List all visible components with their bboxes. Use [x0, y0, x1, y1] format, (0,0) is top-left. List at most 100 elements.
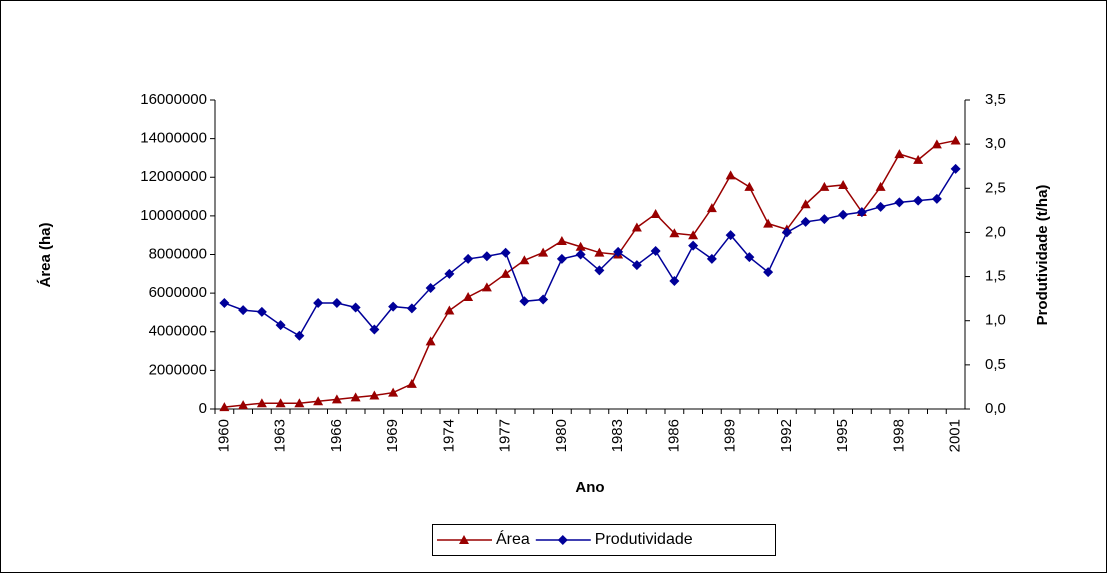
data-point: [800, 216, 811, 227]
data-point: [931, 139, 942, 149]
y2-tick-label: 2,0: [985, 223, 1006, 240]
data-point: [369, 324, 380, 335]
x-tick-label: 1992: [778, 419, 795, 452]
data-point: [725, 170, 736, 180]
data-point: [444, 305, 455, 315]
data-point: [538, 247, 549, 257]
data-point: [275, 398, 286, 408]
data-point: [238, 305, 249, 316]
data-point: [706, 203, 717, 213]
y-tick-label: 6000000: [149, 284, 207, 301]
legend-marker: [459, 535, 469, 544]
data-point: [950, 163, 961, 174]
y2-tick-label: 1,0: [985, 312, 1006, 329]
legend-label: Área: [496, 529, 530, 548]
data-point: [313, 298, 324, 309]
data-point: [406, 378, 417, 388]
data-point: [800, 199, 811, 209]
data-point: [481, 282, 492, 292]
y-tick-label: 2000000: [149, 361, 207, 378]
data-point: [819, 181, 830, 191]
data-point: [650, 208, 661, 218]
data-point: [744, 181, 755, 191]
data-point: [838, 209, 849, 220]
x-tick-label: 1989: [722, 419, 739, 452]
legend-label: Produtividade: [595, 531, 693, 548]
y-tick-label: 14000000: [140, 130, 207, 147]
data-point: [631, 260, 642, 271]
data-point: [669, 228, 680, 238]
data-point: [556, 235, 567, 245]
data-point: [444, 268, 455, 279]
y2-tick-label: 0,5: [985, 356, 1006, 373]
x-tick-label: 1980: [553, 419, 570, 452]
x-tick-label: 1974: [440, 419, 457, 452]
data-point: [594, 265, 605, 276]
data-point: [519, 255, 530, 265]
data-point: [275, 320, 286, 331]
x-tick-label: 1977: [497, 419, 514, 452]
data-point: [650, 245, 661, 256]
data-point: [350, 302, 361, 313]
data-point: [388, 301, 399, 312]
x-tick-label: 1960: [215, 419, 232, 452]
data-point: [838, 179, 849, 189]
data-point: [219, 298, 230, 309]
data-point: [313, 396, 324, 406]
data-point: [706, 253, 717, 264]
data-point: [425, 336, 436, 346]
data-point: [350, 392, 361, 402]
x-tick-label: 1969: [384, 419, 401, 452]
legend-marker: [557, 535, 568, 545]
data-point: [463, 291, 474, 301]
series-line: [224, 168, 957, 337]
x-axis-title: Ano: [575, 479, 604, 496]
data-point: [594, 247, 605, 257]
y-tick-label: 16000000: [140, 91, 207, 108]
data-point: [331, 298, 342, 309]
data-point: [950, 135, 961, 145]
data-point: [931, 193, 942, 204]
y2-axis-title: Produtividade (t/ha): [1034, 185, 1051, 326]
data-point: [369, 390, 380, 400]
y2-tick-label: 1,5: [985, 268, 1006, 285]
data-point: [913, 154, 924, 164]
y2-tick-label: 0,0: [985, 400, 1006, 417]
data-point: [763, 218, 774, 228]
data-point: [519, 296, 530, 307]
data-point: [238, 400, 249, 410]
data-point: [556, 253, 567, 264]
x-tick-label: 2001: [947, 419, 964, 452]
data-point: [669, 275, 680, 286]
x-tick-label: 1998: [890, 419, 907, 452]
data-point: [406, 303, 417, 314]
data-point: [331, 394, 342, 404]
data-point: [388, 387, 399, 397]
y-tick-label: 0: [199, 400, 207, 417]
y2-tick-label: 3,5: [985, 91, 1006, 108]
data-point: [294, 398, 305, 408]
x-tick-label: 1963: [272, 419, 289, 452]
y-axis-title: Área (ha): [37, 222, 54, 287]
series-line: [224, 139, 956, 408]
data-point: [538, 294, 549, 305]
data-point: [894, 149, 905, 159]
data-point: [781, 227, 792, 238]
x-tick-label: 1986: [665, 419, 682, 452]
y-tick-label: 4000000: [149, 323, 207, 340]
y2-tick-label: 2,5: [985, 179, 1006, 196]
x-tick-label: 1983: [609, 419, 626, 452]
data-point: [875, 181, 886, 191]
data-point: [688, 230, 699, 240]
x-tick-label: 1995: [834, 419, 851, 452]
y-tick-label: 8000000: [149, 245, 207, 262]
data-point: [613, 246, 624, 257]
data-point: [500, 268, 511, 278]
data-point: [631, 222, 642, 232]
data-point: [425, 283, 436, 294]
y-tick-label: 10000000: [140, 207, 207, 224]
data-point: [744, 252, 755, 263]
data-point: [894, 197, 905, 208]
